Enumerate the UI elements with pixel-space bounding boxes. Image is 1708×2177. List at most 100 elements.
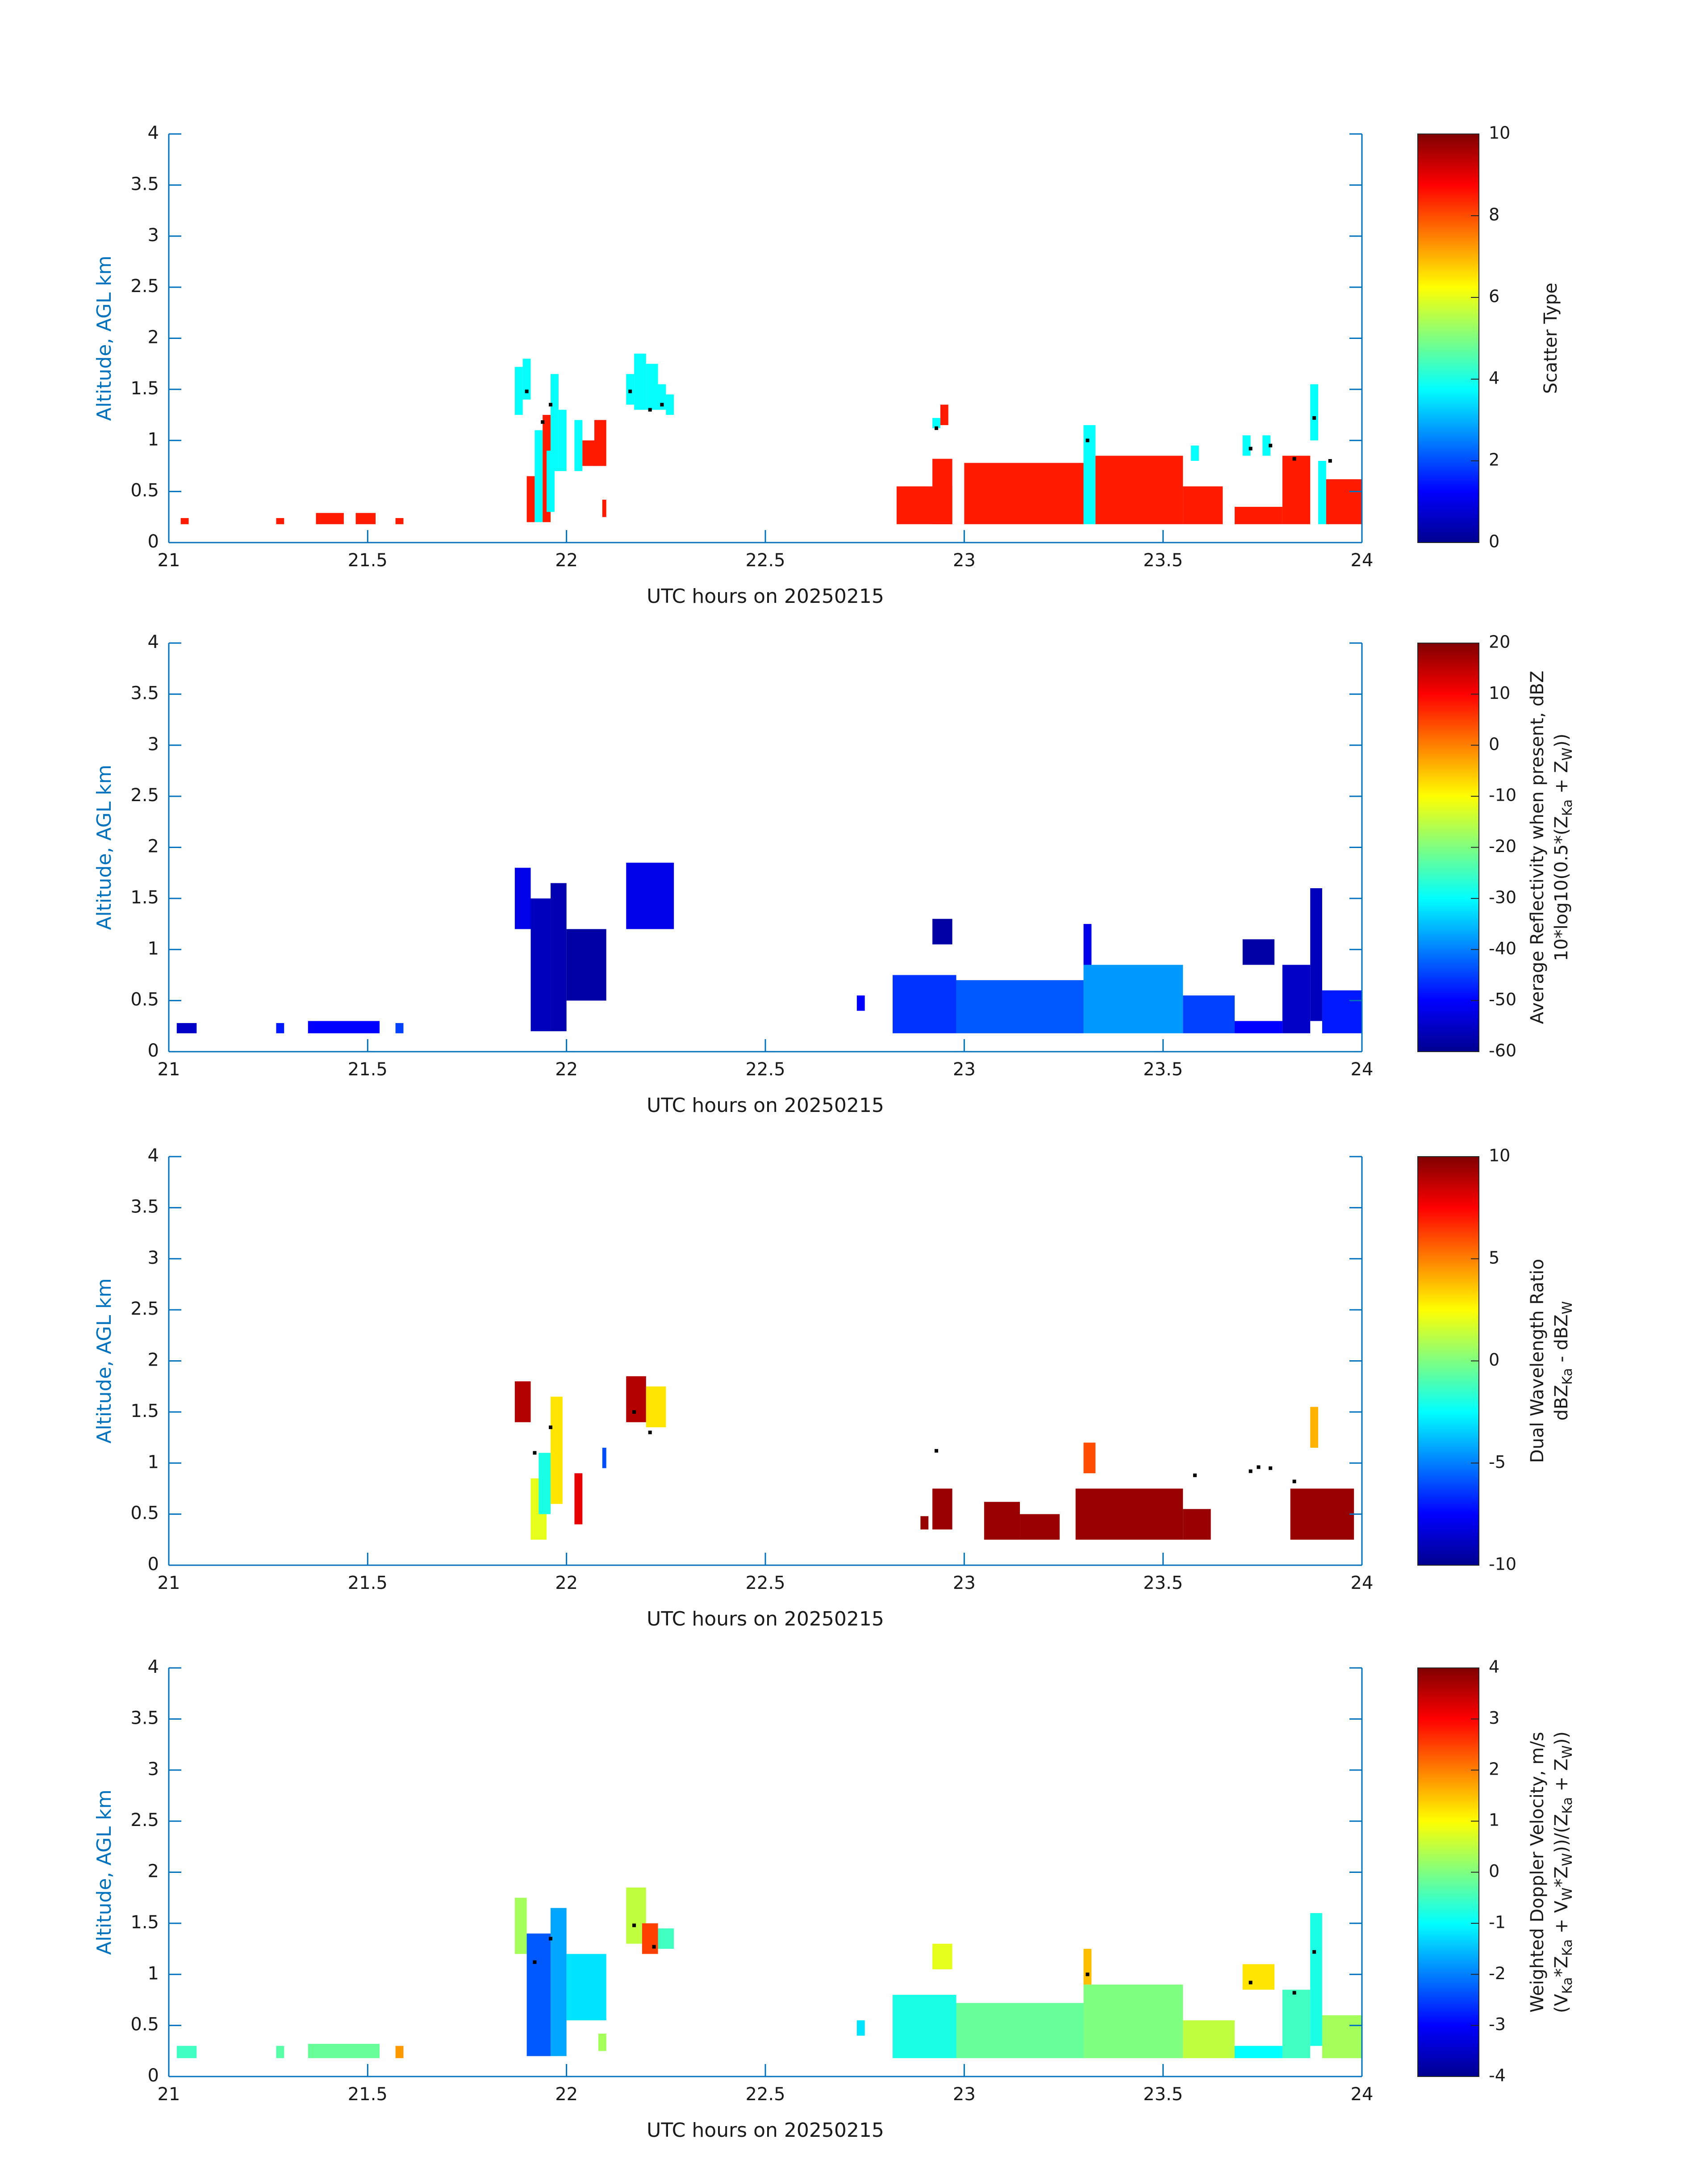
colorbar-tick-label: 0	[1489, 532, 1499, 552]
y-tick-label: 1.5	[130, 1401, 159, 1421]
colorbar-tick-label: 5	[1489, 1248, 1499, 1267]
data-marker	[549, 403, 553, 407]
data-cell	[932, 418, 940, 428]
y-tick-label: 4	[148, 632, 159, 652]
data-marker	[1249, 1469, 1253, 1473]
x-tick-label: 24	[1351, 2084, 1374, 2105]
svg-text:Weighted Doppler Velocity, m/s: Weighted Doppler Velocity, m/s	[1527, 1732, 1548, 2013]
data-marker	[1257, 1465, 1261, 1469]
y-axis-label: Altitude, AGL km	[93, 1278, 116, 1443]
colorbar-tick-label: 3	[1489, 1708, 1499, 1728]
data-cell	[1083, 924, 1092, 965]
data-cell	[355, 513, 376, 524]
colorbar	[1418, 643, 1479, 1052]
data-marker	[1249, 447, 1253, 451]
data-cell	[1183, 995, 1235, 1033]
colorbar-tick-label: 20	[1489, 632, 1510, 652]
data-cell	[1322, 2015, 1362, 2058]
x-tick-label: 21	[158, 1059, 180, 1080]
data-cell	[1310, 1407, 1319, 1448]
y-axis-label: Altitude, AGL km	[93, 255, 116, 421]
colorbar-tick-label: -3	[1489, 2014, 1506, 2034]
colorbar-label: Weighted Doppler Velocity, m/s (VKa*ZKa +…	[1527, 1731, 1575, 2013]
data-marker	[632, 1410, 636, 1414]
data-cell	[1234, 2046, 1282, 2058]
colorbar-tick-label: 10	[1489, 683, 1510, 703]
data-cell	[594, 420, 606, 466]
data-cell	[395, 2046, 404, 2058]
data-cell	[276, 518, 284, 524]
data-cell	[940, 405, 948, 425]
colorbar-tick-label: 4	[1489, 1657, 1499, 1677]
svg-text:dBZKa - dBZW: dBZKa - dBZW	[1551, 1301, 1575, 1421]
data-cell	[551, 374, 559, 471]
data-cell	[658, 384, 666, 410]
y-tick-label: 3.5	[130, 1196, 159, 1217]
data-cell	[956, 980, 1084, 1033]
data-marker	[1086, 439, 1090, 443]
svg-text:10*log10(0.5*(ZKa + ZW)): 10*log10(0.5*(ZKa + ZW))	[1551, 734, 1575, 961]
svg-text:Average Reflectivity when pres: Average Reflectivity when present, dBZ	[1527, 671, 1548, 1024]
data-marker	[525, 389, 529, 393]
data-marker	[934, 426, 938, 430]
y-tick-label: 0.5	[130, 1503, 159, 1524]
y-axis-label: Altitude, AGL km	[93, 765, 116, 930]
data-marker	[1292, 1991, 1296, 1995]
data-cell	[626, 862, 674, 929]
colorbar-tick-label: 2	[1489, 1759, 1499, 1779]
data-marker	[1269, 443, 1273, 447]
data-cell	[932, 459, 952, 524]
data-cell	[551, 1908, 567, 2056]
data-cell	[1242, 939, 1275, 965]
x-axis-label: UTC hours on 20250215	[647, 2119, 884, 2142]
y-tick-label: 3.5	[130, 1708, 159, 1728]
y-tick-label: 3	[148, 734, 159, 755]
data-cell	[893, 975, 956, 1033]
data-cell	[1083, 425, 1096, 524]
data-cell	[1282, 1989, 1311, 2058]
colorbar	[1418, 1668, 1479, 2077]
data-cell	[276, 1023, 284, 1033]
y-tick-label: 1	[148, 938, 159, 959]
y-tick-label: 2	[148, 327, 159, 348]
colorbar-tick-label: -4	[1489, 2066, 1506, 2085]
data-cell	[574, 420, 583, 471]
data-cell	[602, 1447, 606, 1468]
data-cell	[535, 430, 543, 522]
data-cell	[626, 1376, 646, 1422]
data-cell	[1282, 965, 1311, 1033]
data-marker	[1086, 1972, 1090, 1976]
x-tick-label: 21	[158, 2084, 180, 2105]
y-tick-label: 3.5	[130, 683, 159, 703]
data-cell	[646, 364, 658, 410]
data-marker	[1193, 1473, 1197, 1477]
data-marker	[632, 1923, 636, 1927]
y-tick-label: 0.5	[130, 2014, 159, 2035]
data-cell	[1234, 1021, 1282, 1033]
colorbar-tick-label: -10	[1489, 1554, 1516, 1574]
data-cell	[658, 1928, 674, 1949]
data-cell	[1183, 2020, 1235, 2058]
data-cell	[1075, 1488, 1183, 1540]
colorbar-tick-label: 10	[1489, 1146, 1510, 1166]
x-tick-label: 23.5	[1143, 2084, 1183, 2105]
colorbar-tick-label: 6	[1489, 287, 1499, 306]
data-cell	[308, 1021, 380, 1033]
y-tick-label: 2.5	[130, 1299, 159, 1319]
data-cell	[964, 463, 1084, 524]
data-cell	[1318, 461, 1326, 524]
data-cell	[276, 2046, 284, 2058]
x-tick-label: 22	[555, 2084, 578, 2105]
data-cell	[598, 2033, 606, 2051]
colorbar-tick-label: -5	[1489, 1452, 1506, 1472]
data-cell	[646, 1386, 666, 1428]
x-tick-label: 22.5	[745, 550, 785, 571]
y-tick-label: 2	[148, 1861, 159, 1882]
colorbar-label: Scatter Type	[1541, 283, 1561, 394]
data-cell	[558, 409, 567, 471]
data-cell	[1326, 479, 1362, 524]
data-cell	[602, 499, 606, 517]
data-cell	[395, 1023, 404, 1033]
